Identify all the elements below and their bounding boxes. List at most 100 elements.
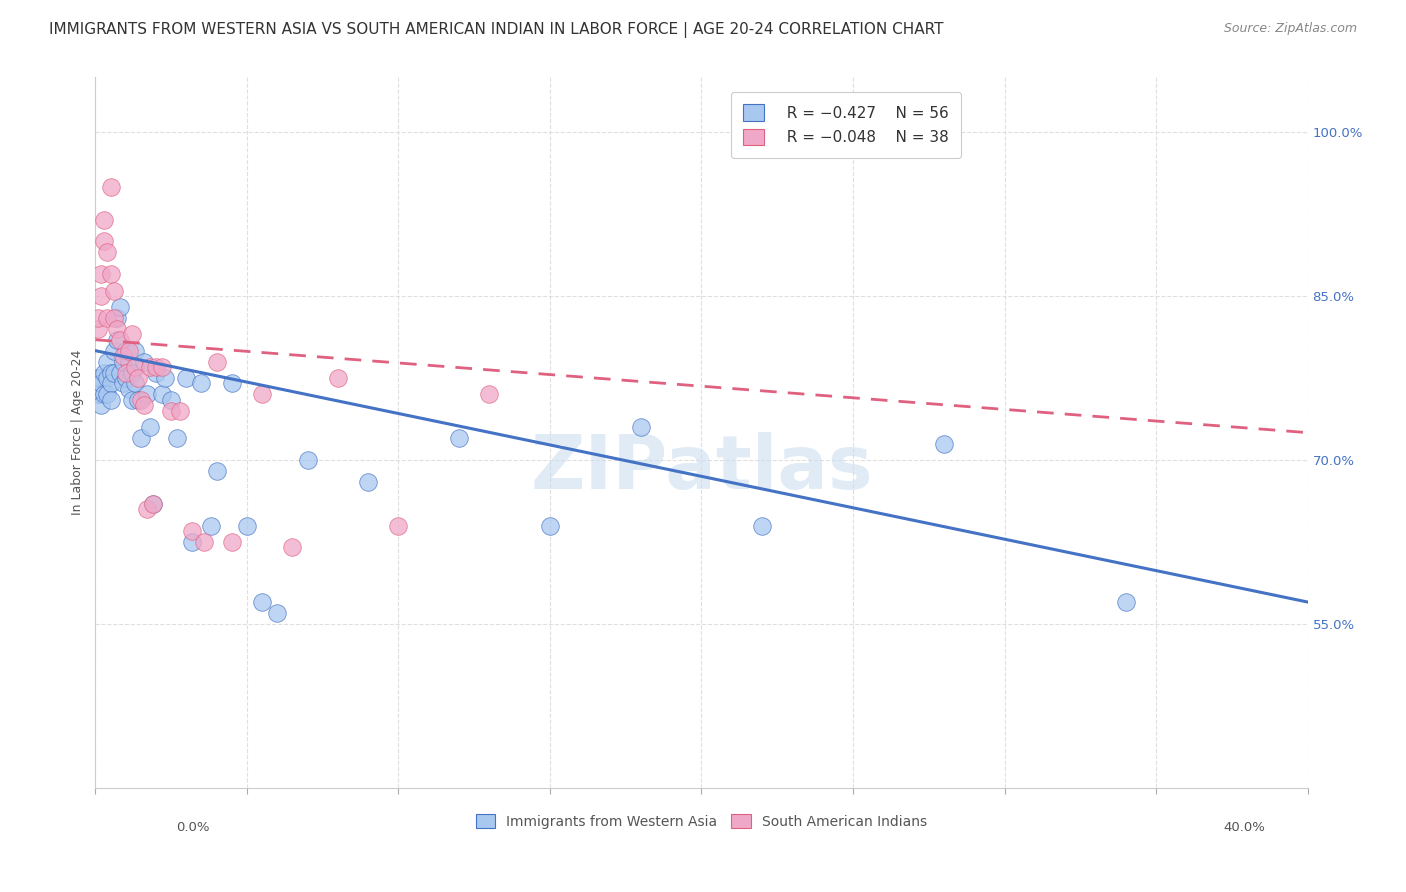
Point bbox=[127, 371, 149, 385]
Point bbox=[150, 360, 173, 375]
Point bbox=[266, 606, 288, 620]
Point bbox=[205, 464, 228, 478]
Point bbox=[129, 431, 152, 445]
Point bbox=[118, 354, 141, 368]
Point bbox=[142, 497, 165, 511]
Point bbox=[118, 382, 141, 396]
Point bbox=[121, 366, 143, 380]
Point bbox=[87, 310, 110, 325]
Point bbox=[630, 420, 652, 434]
Point bbox=[250, 387, 273, 401]
Point bbox=[87, 371, 110, 385]
Point bbox=[87, 322, 110, 336]
Point bbox=[132, 398, 155, 412]
Point bbox=[90, 267, 112, 281]
Text: 40.0%: 40.0% bbox=[1223, 821, 1265, 834]
Point bbox=[447, 431, 470, 445]
Point bbox=[93, 387, 115, 401]
Point bbox=[103, 284, 125, 298]
Point bbox=[357, 475, 380, 489]
Point bbox=[221, 535, 243, 549]
Point bbox=[205, 354, 228, 368]
Point bbox=[121, 327, 143, 342]
Point bbox=[160, 392, 183, 407]
Point bbox=[1115, 595, 1137, 609]
Point bbox=[121, 392, 143, 407]
Point bbox=[139, 420, 162, 434]
Point bbox=[90, 398, 112, 412]
Point bbox=[100, 267, 122, 281]
Point bbox=[114, 371, 136, 385]
Point bbox=[111, 354, 134, 368]
Text: 0.0%: 0.0% bbox=[176, 821, 209, 834]
Point bbox=[142, 497, 165, 511]
Point bbox=[193, 535, 215, 549]
Point bbox=[105, 333, 128, 347]
Point bbox=[96, 310, 118, 325]
Point bbox=[135, 387, 157, 401]
Point bbox=[90, 289, 112, 303]
Text: IMMIGRANTS FROM WESTERN ASIA VS SOUTH AMERICAN INDIAN IN LABOR FORCE | AGE 20-24: IMMIGRANTS FROM WESTERN ASIA VS SOUTH AM… bbox=[49, 22, 943, 38]
Point bbox=[127, 392, 149, 407]
Point bbox=[93, 366, 115, 380]
Point bbox=[118, 343, 141, 358]
Point bbox=[250, 595, 273, 609]
Point bbox=[200, 518, 222, 533]
Point bbox=[100, 179, 122, 194]
Point bbox=[105, 310, 128, 325]
Point bbox=[160, 404, 183, 418]
Point bbox=[297, 453, 319, 467]
Point bbox=[111, 349, 134, 363]
Point bbox=[124, 376, 146, 391]
Point bbox=[111, 376, 134, 391]
Legend: Immigrants from Western Asia, South American Indians: Immigrants from Western Asia, South Amer… bbox=[471, 808, 932, 834]
Text: ZIPatlas: ZIPatlas bbox=[530, 432, 873, 505]
Point bbox=[478, 387, 501, 401]
Point bbox=[124, 360, 146, 375]
Point bbox=[751, 518, 773, 533]
Y-axis label: In Labor Force | Age 20-24: In Labor Force | Age 20-24 bbox=[72, 350, 84, 516]
Point bbox=[93, 235, 115, 249]
Point bbox=[181, 535, 204, 549]
Point bbox=[124, 343, 146, 358]
Point bbox=[90, 376, 112, 391]
Point bbox=[174, 371, 197, 385]
Point bbox=[114, 366, 136, 380]
Point bbox=[153, 371, 176, 385]
Point bbox=[181, 524, 204, 538]
Point bbox=[93, 212, 115, 227]
Point bbox=[103, 343, 125, 358]
Point bbox=[145, 360, 167, 375]
Point bbox=[108, 333, 131, 347]
Point bbox=[221, 376, 243, 391]
Point bbox=[387, 518, 409, 533]
Point bbox=[105, 322, 128, 336]
Text: Source: ZipAtlas.com: Source: ZipAtlas.com bbox=[1223, 22, 1357, 36]
Point bbox=[96, 245, 118, 260]
Point bbox=[129, 392, 152, 407]
Point bbox=[135, 502, 157, 516]
Point bbox=[169, 404, 191, 418]
Point bbox=[108, 300, 131, 314]
Point bbox=[114, 343, 136, 358]
Point bbox=[108, 366, 131, 380]
Point bbox=[281, 541, 304, 555]
Point bbox=[190, 376, 212, 391]
Point bbox=[236, 518, 259, 533]
Point bbox=[150, 387, 173, 401]
Point bbox=[139, 360, 162, 375]
Point bbox=[103, 366, 125, 380]
Point bbox=[145, 366, 167, 380]
Point bbox=[100, 366, 122, 380]
Point bbox=[166, 431, 188, 445]
Point bbox=[932, 436, 955, 450]
Point bbox=[103, 310, 125, 325]
Point bbox=[538, 518, 561, 533]
Point bbox=[100, 392, 122, 407]
Point bbox=[96, 387, 118, 401]
Point bbox=[100, 376, 122, 391]
Point bbox=[326, 371, 349, 385]
Point bbox=[96, 354, 118, 368]
Point bbox=[87, 387, 110, 401]
Point bbox=[132, 354, 155, 368]
